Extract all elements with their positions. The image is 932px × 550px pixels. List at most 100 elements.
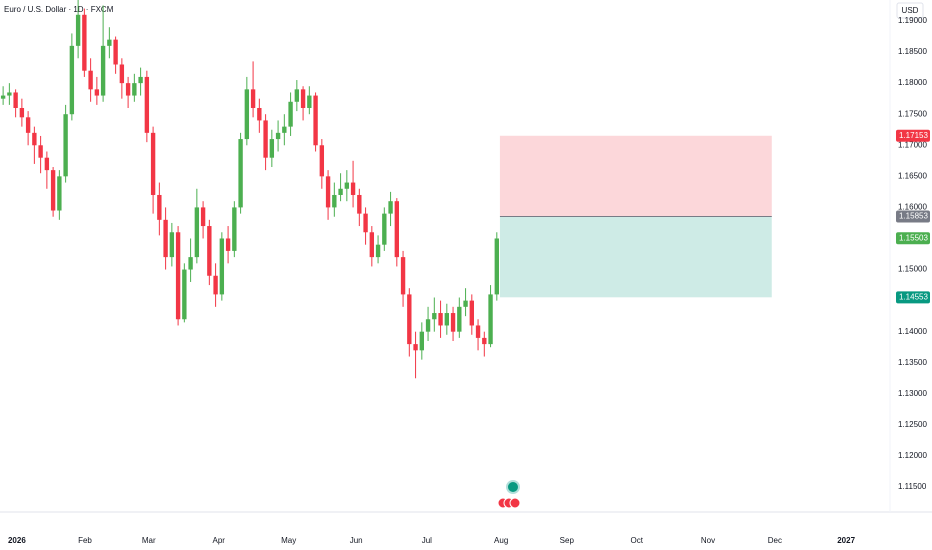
last-price-label-box xyxy=(896,232,930,245)
candle-body xyxy=(375,244,381,258)
stop-price-label: 1.17153 xyxy=(899,131,928,140)
x-tick-label: Apr xyxy=(212,536,225,545)
candle-body xyxy=(188,257,193,270)
candle-body xyxy=(382,213,387,245)
candle-body xyxy=(325,176,331,208)
candle-body xyxy=(425,319,431,332)
y-tick-label: 1.16000 xyxy=(898,203,927,212)
entry-price-label-box xyxy=(896,210,930,223)
x-tick-label: Sep xyxy=(560,536,575,545)
chart-title: Euro / U.S. Dollar · 1D · FXCM xyxy=(4,5,114,14)
candle-body xyxy=(138,76,143,84)
candle-body xyxy=(332,194,337,208)
candle-body xyxy=(475,325,481,338)
y-tick-label: 1.16500 xyxy=(898,171,927,180)
candle-body xyxy=(225,238,231,251)
target-price-label-box xyxy=(896,291,930,304)
candle-body xyxy=(282,126,287,133)
y-tick-label: 1.11500 xyxy=(898,482,927,491)
y-tick-label: 1.15000 xyxy=(898,265,927,274)
candle-body xyxy=(388,201,393,214)
candle-body xyxy=(269,139,275,158)
candle-body xyxy=(238,139,243,208)
candle-body xyxy=(175,232,181,320)
candle-body xyxy=(119,64,125,84)
candle-body xyxy=(338,188,343,195)
candle-body xyxy=(319,145,325,177)
candle-body xyxy=(357,194,362,214)
y-tick-label: 1.12500 xyxy=(898,420,927,429)
candle-body xyxy=(488,294,493,345)
candle-body xyxy=(263,120,268,158)
event-icon[interactable] xyxy=(506,480,520,494)
stop-price-label-box xyxy=(896,129,930,142)
y-tick-label: 1.17500 xyxy=(898,109,927,118)
candle-body xyxy=(257,107,262,121)
x-tick-label: Feb xyxy=(78,536,92,545)
x-tick-label: Aug xyxy=(494,536,508,545)
candle-body xyxy=(432,313,437,320)
candle-body xyxy=(88,70,93,90)
candle-body xyxy=(288,101,293,127)
candle-body xyxy=(307,95,312,108)
candle-body xyxy=(13,92,18,108)
currency-box[interactable] xyxy=(896,2,924,19)
candle-body xyxy=(300,89,306,108)
candle-body xyxy=(369,232,375,258)
y-tick-label: 1.12000 xyxy=(898,451,927,460)
candle-body xyxy=(463,300,468,307)
candle-body xyxy=(113,39,118,65)
candle-body xyxy=(438,313,443,326)
target-zone xyxy=(499,216,772,298)
candle-body xyxy=(213,275,218,295)
candle-body xyxy=(469,300,474,326)
candle-body xyxy=(194,207,200,258)
candle-body xyxy=(313,95,318,146)
target-price-label: 1.14553 xyxy=(899,292,928,301)
event-icon[interactable] xyxy=(509,497,521,509)
x-tick-label: 2026 xyxy=(8,536,26,545)
x-tick-label: Oct xyxy=(631,536,644,545)
x-tick-label: Mar xyxy=(142,536,156,545)
candle-body xyxy=(150,132,156,195)
candle-body xyxy=(407,294,412,345)
candle-body xyxy=(344,182,350,189)
x-tick-label: May xyxy=(281,536,296,545)
candle-body xyxy=(25,117,31,133)
x-tick-label: Jul xyxy=(422,536,432,545)
x-tick-label: Jun xyxy=(350,536,363,545)
candle-body xyxy=(0,95,6,99)
candle-body xyxy=(100,45,106,96)
y-tick-label: 1.17000 xyxy=(898,140,927,149)
y-tick-label: 1.13500 xyxy=(898,358,927,367)
x-tick-label: Nov xyxy=(701,536,715,545)
candle-body xyxy=(394,201,400,258)
y-tick-label: 1.13000 xyxy=(898,389,927,398)
candle-body xyxy=(94,89,100,96)
candle-body xyxy=(294,89,300,102)
candle-body xyxy=(57,176,62,211)
candle-body xyxy=(219,238,225,295)
candle-body xyxy=(63,114,68,177)
candle-body xyxy=(350,182,356,195)
candle-body xyxy=(450,313,456,332)
currency-label[interactable]: USD xyxy=(902,6,919,15)
y-tick-label: 1.14000 xyxy=(898,327,927,336)
candle-body xyxy=(200,207,206,227)
y-tick-label: 1.19000 xyxy=(898,16,927,25)
candle-body xyxy=(169,232,175,258)
candle-body xyxy=(19,107,25,118)
y-tick-label: 1.18500 xyxy=(898,47,927,56)
candle-body xyxy=(82,14,87,71)
stop-zone xyxy=(499,135,772,217)
candle-body xyxy=(125,83,131,96)
candle-body xyxy=(107,39,112,46)
candle-body xyxy=(163,219,168,258)
candle-body xyxy=(413,344,418,351)
candle-body xyxy=(50,170,56,211)
candle-body xyxy=(400,257,406,295)
candle-body xyxy=(157,194,162,220)
candle-body xyxy=(32,132,37,146)
